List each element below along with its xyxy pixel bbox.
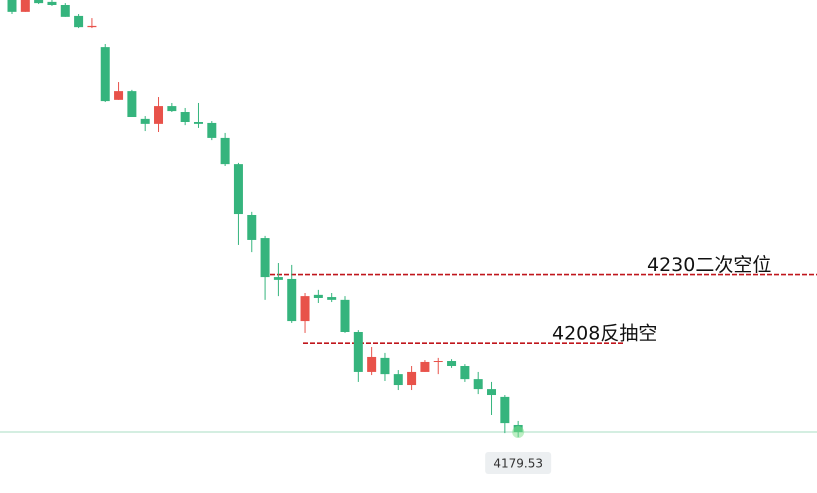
candle-body [327, 297, 337, 300]
candle-body [273, 277, 283, 280]
candle-body [367, 356, 377, 372]
candle-body [433, 361, 443, 363]
candle-body [100, 47, 110, 102]
candle-body [127, 91, 137, 118]
candle-body [260, 238, 270, 278]
candle-body [193, 122, 203, 124]
candle-body [500, 396, 510, 424]
candle-body [287, 278, 297, 322]
candle-body [380, 357, 390, 375]
candle-body [487, 389, 497, 396]
candle-body [460, 366, 470, 380]
candle-body [340, 299, 350, 332]
candle-body [353, 331, 363, 372]
candle-body [140, 118, 150, 124]
candle-body [313, 294, 323, 298]
candle-body [20, 0, 30, 12]
candle-body [154, 106, 164, 124]
candle-body [247, 214, 257, 240]
candle-body [167, 106, 177, 112]
candle-body [180, 112, 190, 123]
candle-body [393, 374, 403, 386]
candle-body [60, 4, 70, 17]
candle-body [207, 122, 217, 138]
candle-body [220, 137, 230, 165]
candle-body [300, 296, 310, 322]
last-price-glow [512, 426, 525, 439]
candle-body [114, 91, 124, 100]
candle-body [233, 164, 243, 215]
candle-body [87, 25, 97, 28]
candle-body [407, 371, 417, 386]
annotation-label: 4208反抽空 [552, 323, 657, 345]
candle-body [7, 0, 17, 12]
candle-body [420, 361, 430, 372]
price-badge [485, 452, 552, 474]
candle-body [47, 1, 57, 5]
candle-body [447, 361, 457, 367]
price-badge-label: 4179.53 [493, 457, 543, 471]
annotation-label: 4230二次空位 [647, 254, 771, 276]
candle-body [34, 0, 44, 4]
candle-body [74, 15, 84, 28]
candle-body [473, 379, 483, 390]
